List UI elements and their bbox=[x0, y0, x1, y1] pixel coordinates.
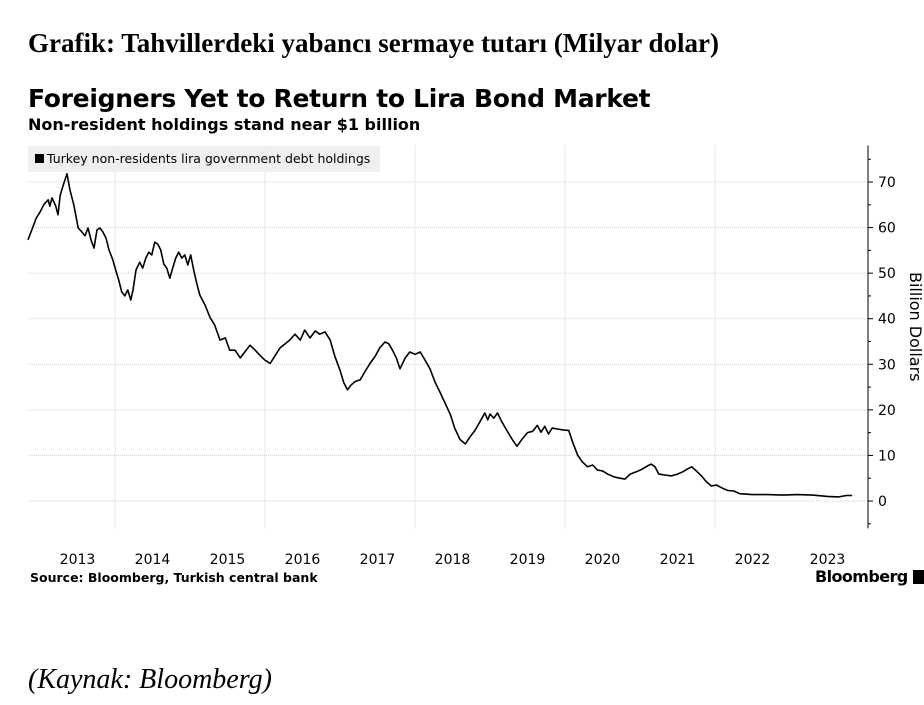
x-tick-label: 2021 bbox=[660, 552, 696, 568]
page-heading: Grafik: Tahvillerdeki yabancı sermaye tu… bbox=[28, 28, 719, 58]
chart-subtitle: Non-resident holdings stand near $1 bill… bbox=[28, 115, 421, 134]
y-tick-label: 10 bbox=[878, 448, 896, 464]
x-tick-label: 2017 bbox=[360, 552, 396, 568]
x-tick-label: 2019 bbox=[510, 552, 546, 568]
legend-label: Turkey non-residents lira government deb… bbox=[47, 151, 371, 166]
y-tick-label: 20 bbox=[878, 403, 896, 419]
series-line bbox=[27, 173, 853, 498]
bloomberg-logo: Bloomberg bbox=[815, 567, 908, 586]
x-tick-label: 2020 bbox=[585, 552, 621, 568]
y-axis: 0 10 20 30 40 50 60 70 bbox=[867, 145, 896, 529]
x-tick-label: 2015 bbox=[210, 552, 246, 568]
y-tick-label: 40 bbox=[878, 312, 896, 328]
x-tick-label: 2018 bbox=[435, 552, 471, 568]
y-tick-label: 0 bbox=[878, 494, 887, 510]
y-tick-label: 50 bbox=[878, 266, 896, 282]
y-axis-label: Billion Dollars bbox=[906, 272, 924, 382]
legend: Turkey non-residents lira government deb… bbox=[28, 146, 380, 172]
x-tick-label: 2022 bbox=[735, 552, 771, 568]
y-tick-label: 60 bbox=[878, 221, 896, 237]
chart-title: Foreigners Yet to Return to Lira Bond Ma… bbox=[28, 84, 651, 113]
x-tick-label: 2013 bbox=[60, 552, 96, 568]
legend-swatch bbox=[35, 154, 44, 163]
source-note: Source: Bloomberg, Turkish central bank bbox=[30, 570, 318, 585]
bloomberg-mark-icon bbox=[913, 570, 924, 584]
x-tick-label: 2014 bbox=[135, 552, 171, 568]
x-tick-label: 2023 bbox=[810, 552, 846, 568]
grid bbox=[28, 145, 868, 529]
source-caption: (Kaynak: Bloomberg) bbox=[28, 664, 272, 695]
x-tick-label: 2016 bbox=[285, 552, 321, 568]
x-axis: 2013 2014 2015 2016 2017 2018 2019 2020 2021 2022… bbox=[60, 552, 846, 568]
y-tick-label: 70 bbox=[878, 175, 896, 191]
y-tick-label: 30 bbox=[878, 357, 896, 373]
